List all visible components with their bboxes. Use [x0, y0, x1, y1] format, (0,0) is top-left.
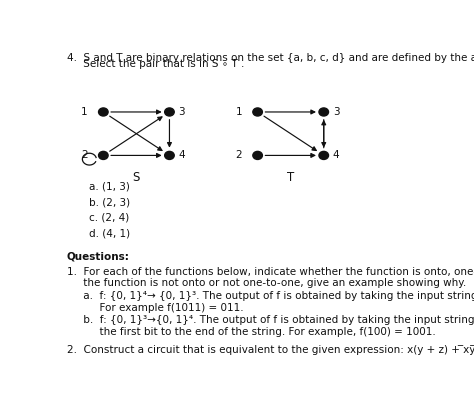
Circle shape — [253, 108, 263, 116]
Text: 1: 1 — [81, 107, 88, 117]
Text: c. (2, 4): c. (2, 4) — [89, 213, 129, 223]
Text: 2: 2 — [81, 150, 88, 160]
Text: 3: 3 — [333, 107, 339, 117]
Text: For example f(1011) = 011.: For example f(1011) = 011. — [66, 303, 243, 312]
Text: the function is not onto or not one-to-one, give an example showing why.: the function is not onto or not one-to-o… — [66, 278, 466, 288]
Text: a.  f: {0, 1}⁴→ {0, 1}³. The output of f is obtained by taking the input string : a. f: {0, 1}⁴→ {0, 1}³. The output of f … — [66, 291, 474, 301]
Text: the first bit to the end of the string. For example, f(100) = 1001.: the first bit to the end of the string. … — [66, 327, 435, 337]
Circle shape — [319, 152, 328, 160]
Text: 3: 3 — [179, 107, 185, 117]
Text: b. (2, 3): b. (2, 3) — [89, 197, 130, 207]
Circle shape — [99, 152, 108, 160]
Text: 2: 2 — [236, 150, 242, 160]
Text: 4: 4 — [179, 150, 185, 160]
Text: d. (4, 1): d. (4, 1) — [89, 229, 130, 238]
Text: 1: 1 — [236, 107, 242, 117]
Text: S: S — [133, 171, 140, 184]
Text: b.  f: {0, 1}³→{0, 1}⁴. The output of f is obtained by taking the input string a: b. f: {0, 1}³→{0, 1}⁴. The output of f i… — [66, 315, 474, 325]
Circle shape — [99, 108, 108, 116]
Text: Select the pair that is in S ∘ T .: Select the pair that is in S ∘ T . — [66, 59, 244, 69]
Text: 4.  S and T are binary relations on the set {a, b, c, d} and are defined by the : 4. S and T are binary relations on the s… — [66, 53, 474, 63]
Circle shape — [164, 108, 174, 116]
Circle shape — [319, 108, 328, 116]
Text: a. (1, 3): a. (1, 3) — [89, 182, 129, 192]
Circle shape — [164, 152, 174, 160]
Text: 4: 4 — [333, 150, 339, 160]
Text: 1.  For each of the functions below, indicate whether the function is onto, one-: 1. For each of the functions below, indi… — [66, 266, 474, 276]
Text: 2.  Construct a circuit that is equivalent to the given expression: x(y + z) + ̅: 2. Construct a circuit that is equivalen… — [66, 345, 474, 355]
Circle shape — [253, 152, 263, 160]
Text: T: T — [287, 171, 294, 184]
Text: Questions:: Questions: — [66, 251, 129, 262]
